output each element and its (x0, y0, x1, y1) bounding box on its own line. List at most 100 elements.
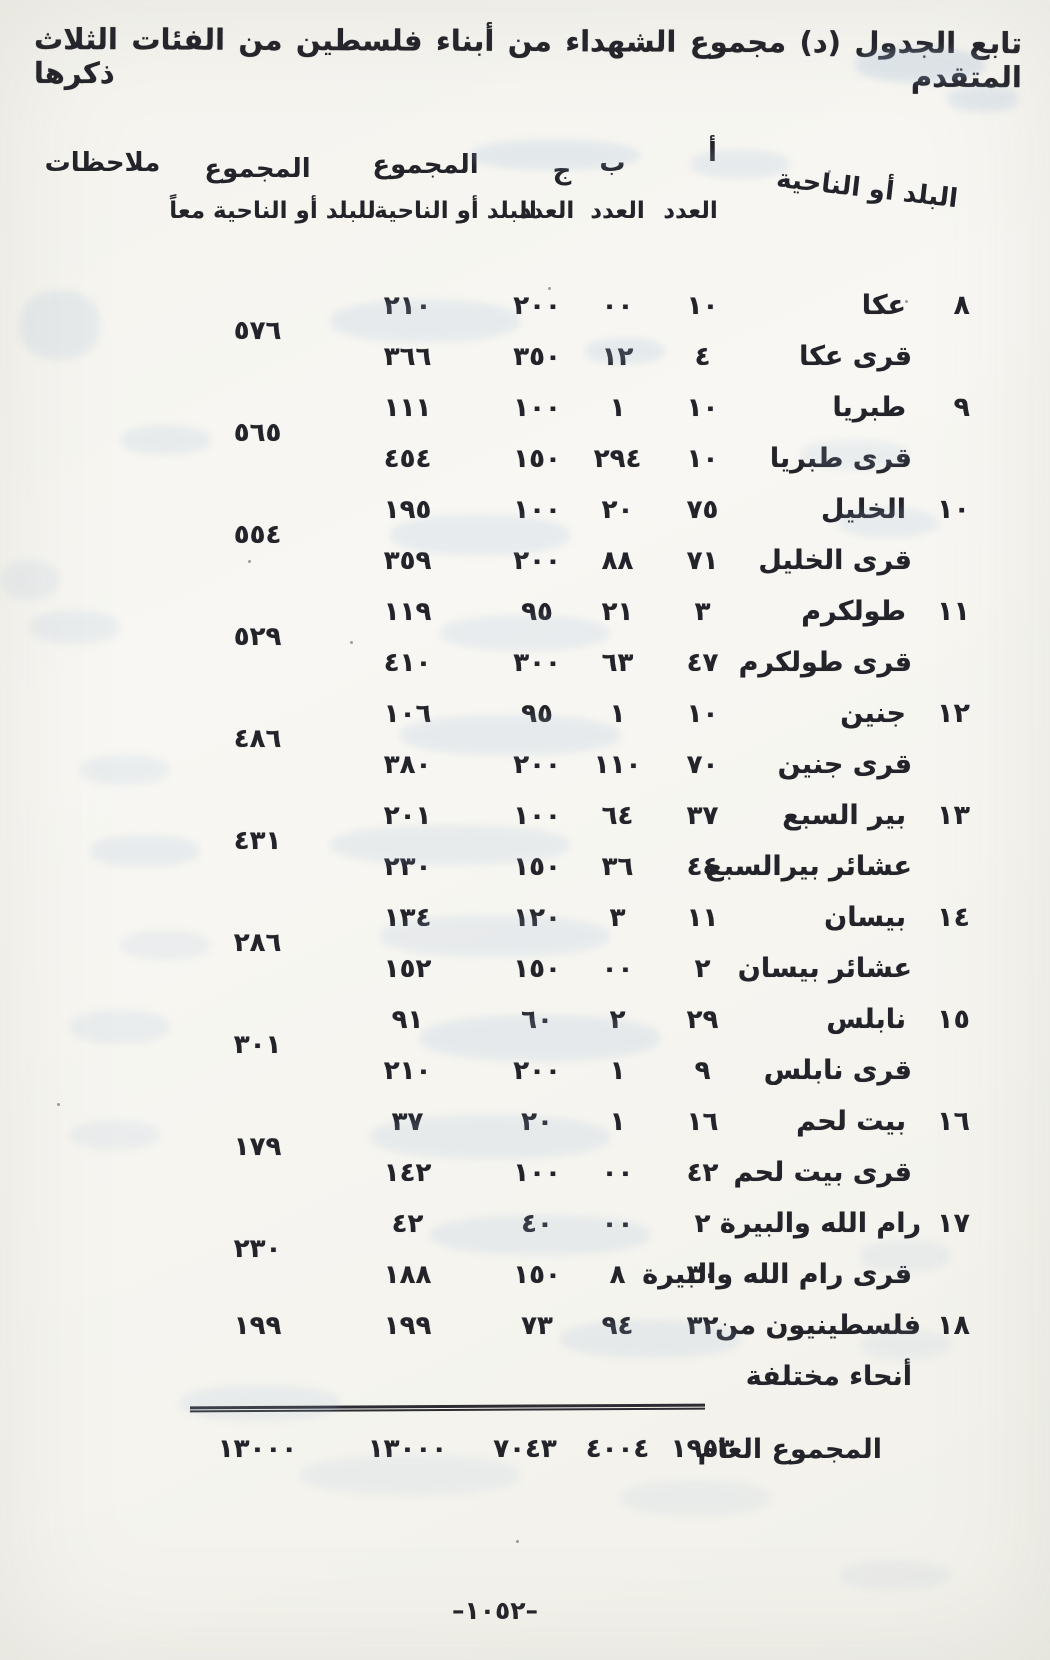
place-total-row2: ٤٥٤ (383, 443, 432, 474)
place-subrow-name: أنحاء مختلفة (745, 1361, 912, 1392)
column-a-values: ١٠ ١٠ (660, 382, 745, 484)
place-total-row2: ١٨٨ (383, 1259, 432, 1290)
place-total-row2: ١٤٢ (383, 1157, 432, 1188)
value-a-row2: ٤٢ (686, 1157, 719, 1188)
page-number: –١٠٥٢– (451, 1596, 539, 1625)
table-title: تابع الجدول (د) مجموع الشهداء من أبناء ف… (33, 21, 1023, 95)
place-total-row1: ٩١ (391, 1004, 424, 1035)
column-place-total-values: ١٠٦ ٣٨٠ (340, 688, 475, 790)
table-group: ١٤ بيسان عشائر بيسان ١١ ٢ ٣ ٠٠ ١٢٠ ١٥٠ ١… (40, 892, 970, 994)
place-name-cell: ١٤ بيسان عشائر بيسان (738, 892, 970, 994)
grand-total-combined: ١٣٠٠٠ (217, 1434, 298, 1464)
column-place-total-values: ١١١ ٤٥٤ (340, 382, 475, 484)
place-total-row2: ٢٣٠ (383, 851, 432, 882)
notes-cell (40, 586, 175, 688)
row-number: ١٢ (937, 698, 970, 729)
column-c-values: ٢٠ ١٠٠ (475, 1096, 575, 1198)
value-b-row2: ٠٠ (601, 953, 634, 984)
place-total-row1: ١١١ (383, 392, 432, 423)
column-c-values: ٩٥ ٢٠٠ (475, 688, 575, 790)
place-name: بيت لحم (796, 1106, 906, 1137)
grand-total-label: المجموع العام (697, 1433, 882, 1465)
value-c-row1: ٤٠ (521, 1208, 553, 1239)
column-place-total-values: ١١٩ ٤١٠ (340, 586, 475, 688)
place-total-row2: ١٥٢ (383, 953, 432, 984)
column-a-values: ١٠ ٤ (660, 280, 745, 382)
place-total-row1: ٢١٠ (383, 290, 432, 321)
header-column-notes: ملاحظات (40, 140, 175, 248)
place-name: طبريا (832, 392, 906, 423)
value-a-row2: ٤٧ (686, 647, 719, 678)
notes-cell (40, 484, 175, 586)
header-a-count-label: العدد (663, 198, 718, 224)
combined-total-value: ٤٨٦ (233, 724, 282, 754)
header-place-total-title: المجموع (372, 150, 479, 180)
combined-total-value: ٣٠١ (233, 1030, 282, 1060)
value-c-row2: ١٥٠ (513, 1259, 561, 1290)
column-a-values: ٣٧ ٤٤ (660, 790, 745, 892)
column-place-total-values: ٩١ ٢١٠ (340, 994, 475, 1096)
table-group: ٩ طبريا قرى طبريا ١٠ ١٠ ١ ٢٩٤ ١٠٠ ١٥٠ ١١… (40, 382, 970, 484)
column-place-total-values: ١٣٤ ١٥٢ (340, 892, 475, 994)
table-group: ١٨ فلسطينيون من أنحاء مختلفة ٣٢ ٩٤ ٧٣ ١٩… (40, 1300, 970, 1402)
place-total-row1: ١١٩ (383, 596, 432, 627)
value-a-row2: ٧١ (686, 545, 719, 576)
column-a-values: ٣٢ (660, 1300, 745, 1402)
place-total-row2: ٣٥٩ (383, 545, 432, 576)
header-a-letter: أ (708, 138, 717, 168)
header-place-total-sub: للبلد أو الناحية (374, 198, 537, 224)
combined-total-cell: ٢٣٠ (175, 1198, 340, 1300)
combined-total-value: ٥٥٤ (233, 520, 282, 550)
value-c-row1: ٧٣ (521, 1310, 553, 1341)
column-a-values: ١٠ ٧٠ (660, 688, 745, 790)
place-total-row1: ٢٠١ (383, 800, 432, 831)
place-total-row1: ١٠٦ (383, 698, 432, 729)
value-c-row1: ١٠٠ (513, 392, 561, 423)
value-b-row2: ٢٩٤ (593, 443, 642, 474)
column-b-values: ٦٤ ٣٦ (575, 790, 660, 892)
value-b-row2: ١١٠ (593, 749, 642, 780)
grand-total-row: المجموع العام ١٩٥٣ ٤٠٠٤ ٧٠٤٣ ١٣٠٠٠ ١٣٠٠٠ (40, 1424, 970, 1474)
value-c-row2: ١٥٠ (513, 443, 561, 474)
place-total-row2: ٤١٠ (383, 647, 432, 678)
value-a-row1: ١٦ (686, 1106, 719, 1137)
column-c-values: ٤٠ ١٥٠ (475, 1198, 575, 1300)
place-name: نابلس (826, 1004, 906, 1035)
combined-total-value: ٢٣٠ (233, 1234, 282, 1264)
combined-total-value: ٥٧٦ (233, 316, 282, 346)
grand-total-place: ١٣٠٠٠ (367, 1434, 448, 1464)
value-a-row1: ٣٢ (686, 1310, 719, 1341)
combined-total-value: ٢٨٦ (233, 928, 282, 958)
grand-total-divider-rule (189, 1403, 706, 1413)
column-c-values: ٦٠ ٢٠٠ (475, 994, 575, 1096)
column-a-values: ٣ ٤٧ (660, 586, 745, 688)
grand-total-b: ٤٠٠٤ (585, 1434, 650, 1464)
value-a-row1: ٢ (694, 1208, 711, 1239)
value-a-row1: ١٠ (686, 392, 719, 423)
value-c-row1: ٩٥ (521, 698, 553, 729)
value-a-row2: ٤ (694, 341, 711, 372)
header-combined-total-sub: للبلد أو الناحية معاً (169, 198, 376, 224)
column-c-values: ١٢٠ ١٥٠ (475, 892, 575, 994)
value-b-row2: ١٢ (601, 341, 634, 372)
place-name-cell: ١٥ نابلس قرى نابلس (745, 994, 970, 1096)
place-subrow-name: قرى رام الله والبيرة (642, 1259, 912, 1290)
column-b-values: ٢٠ ٨٨ (575, 484, 660, 586)
row-number: ١١ (937, 596, 970, 627)
place-subrow-name: قرى نابلس (763, 1055, 912, 1086)
paper-speck-artifact (516, 1540, 519, 1543)
column-place-total-values: ١٩٩ (340, 1300, 475, 1402)
value-b-row2: ٨ (609, 1259, 626, 1290)
place-name: رام الله والبيرة (719, 1208, 922, 1239)
grand-total-c: ٧٠٤٣ (493, 1434, 557, 1464)
place-name-cell: ٨ عكا قرى عكا (745, 280, 970, 382)
row-number: ١٤ (937, 902, 970, 933)
header-notes-label: ملاحظات (44, 148, 161, 178)
place-subrow-name: قرى طولكرم (738, 647, 912, 678)
column-b-values: ٢١ ٦٣ (575, 586, 660, 688)
column-place-total-values: ١٩٥ ٣٥٩ (340, 484, 475, 586)
header-b-letter: ب (599, 148, 626, 178)
header-c-count-label: العدد (519, 198, 575, 224)
place-subrow-name: عشائر بيسان (737, 953, 912, 984)
value-b-row1: ٣ (609, 902, 626, 933)
